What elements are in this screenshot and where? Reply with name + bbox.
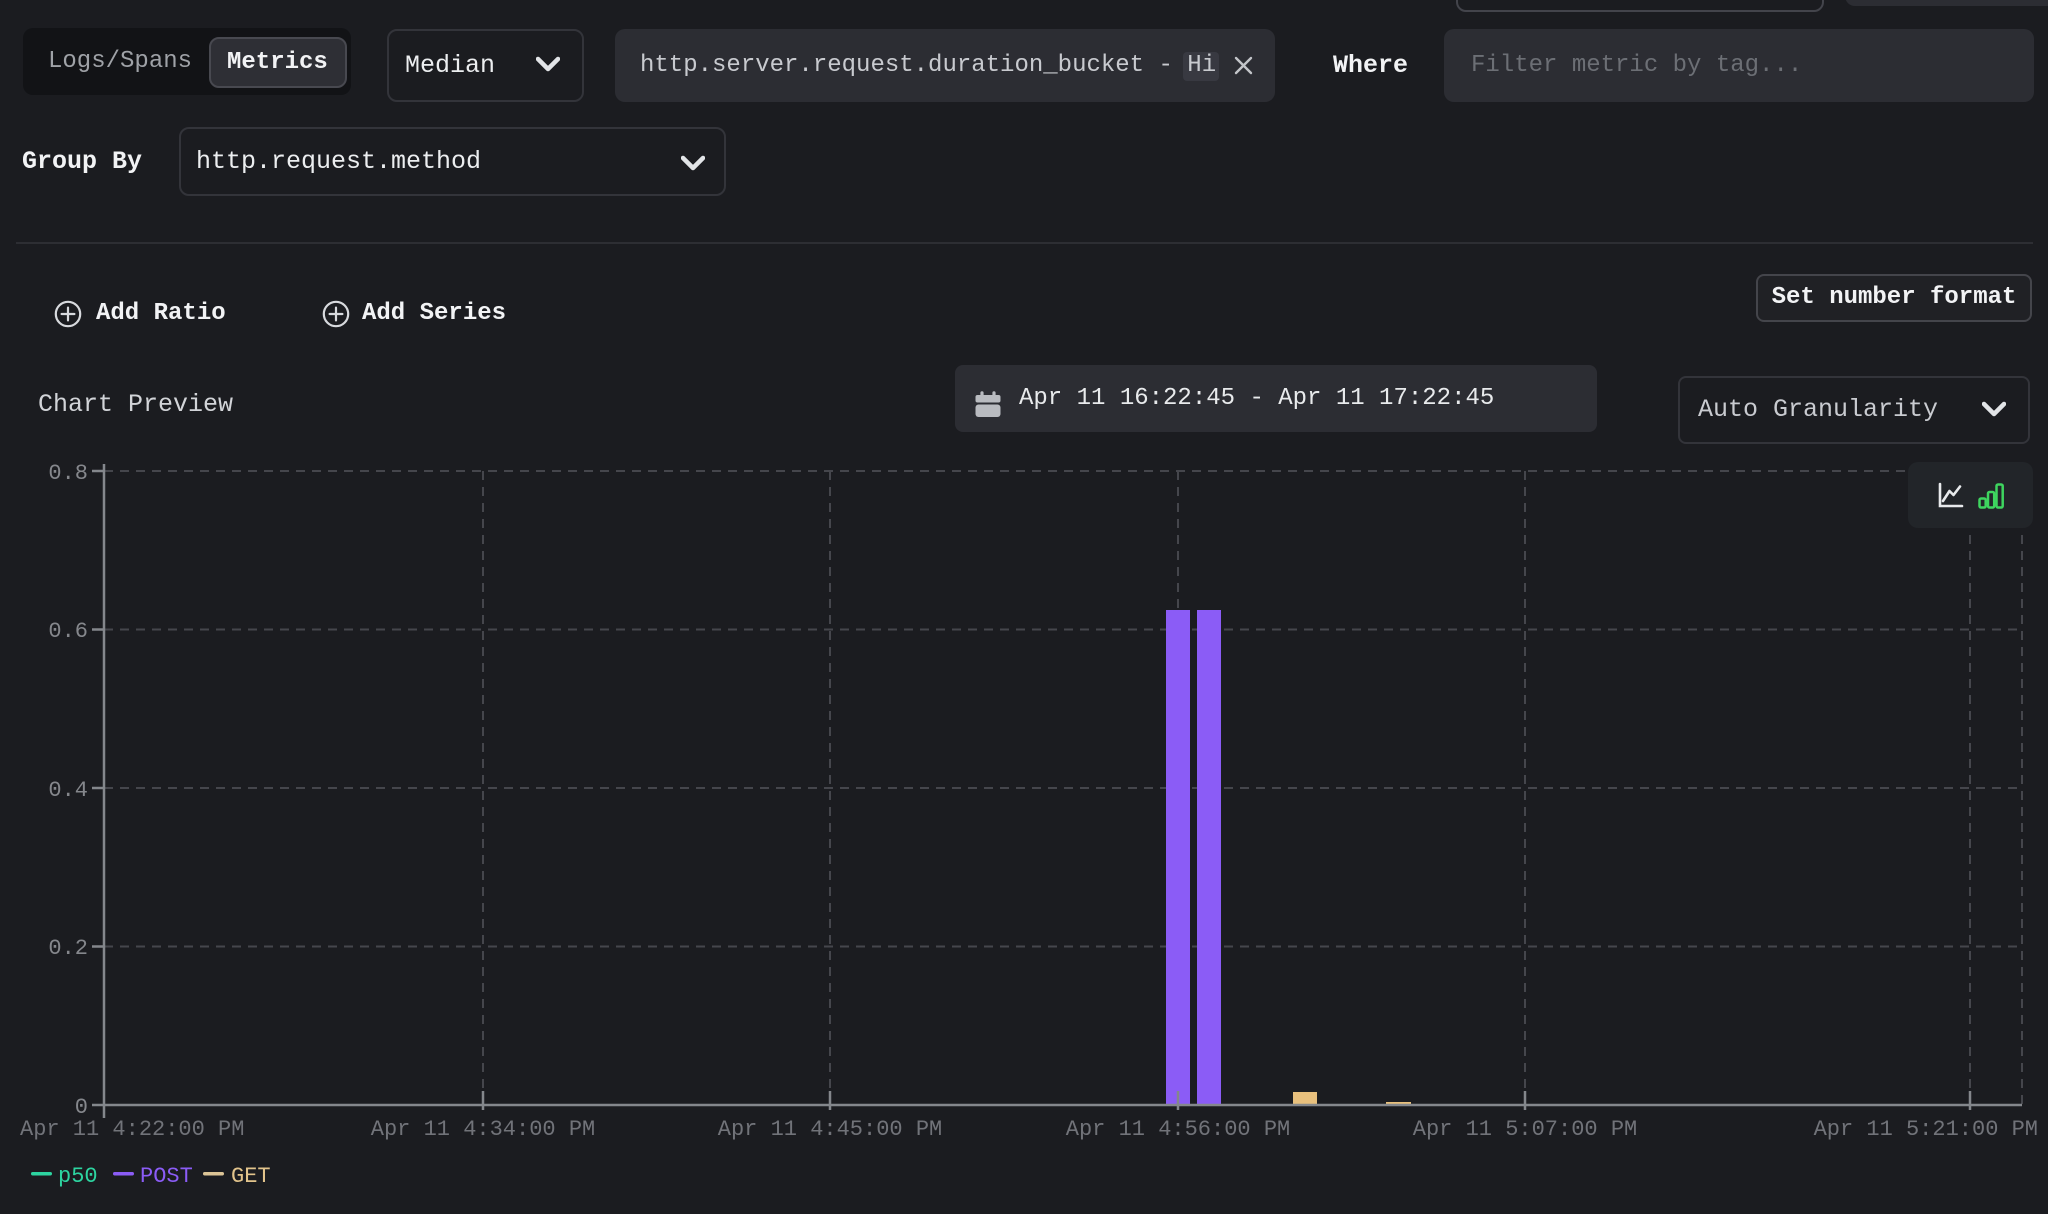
svg-text:Apr 11 4:34:00 PM: Apr 11 4:34:00 PM	[371, 1117, 595, 1142]
svg-text:Apr 11 5:21:00 PM: Apr 11 5:21:00 PM	[1814, 1117, 2038, 1142]
svg-text:0.8: 0.8	[48, 461, 88, 486]
svg-text:p50: p50	[58, 1164, 98, 1189]
svg-text:0: 0	[75, 1095, 88, 1120]
svg-text:Apr 11 4:22:00 PM: Apr 11 4:22:00 PM	[20, 1117, 244, 1142]
svg-text:0.2: 0.2	[48, 936, 88, 961]
svg-text:0.4: 0.4	[48, 778, 88, 803]
svg-text:GET: GET	[231, 1164, 271, 1189]
svg-text:Apr 11 5:07:00 PM: Apr 11 5:07:00 PM	[1413, 1117, 1637, 1142]
svg-text:Apr 11 4:56:00 PM: Apr 11 4:56:00 PM	[1066, 1117, 1290, 1142]
svg-text:Apr 11 4:45:00 PM: Apr 11 4:45:00 PM	[718, 1117, 942, 1142]
svg-text:POST: POST	[140, 1164, 193, 1189]
svg-text:0.6: 0.6	[48, 619, 88, 644]
